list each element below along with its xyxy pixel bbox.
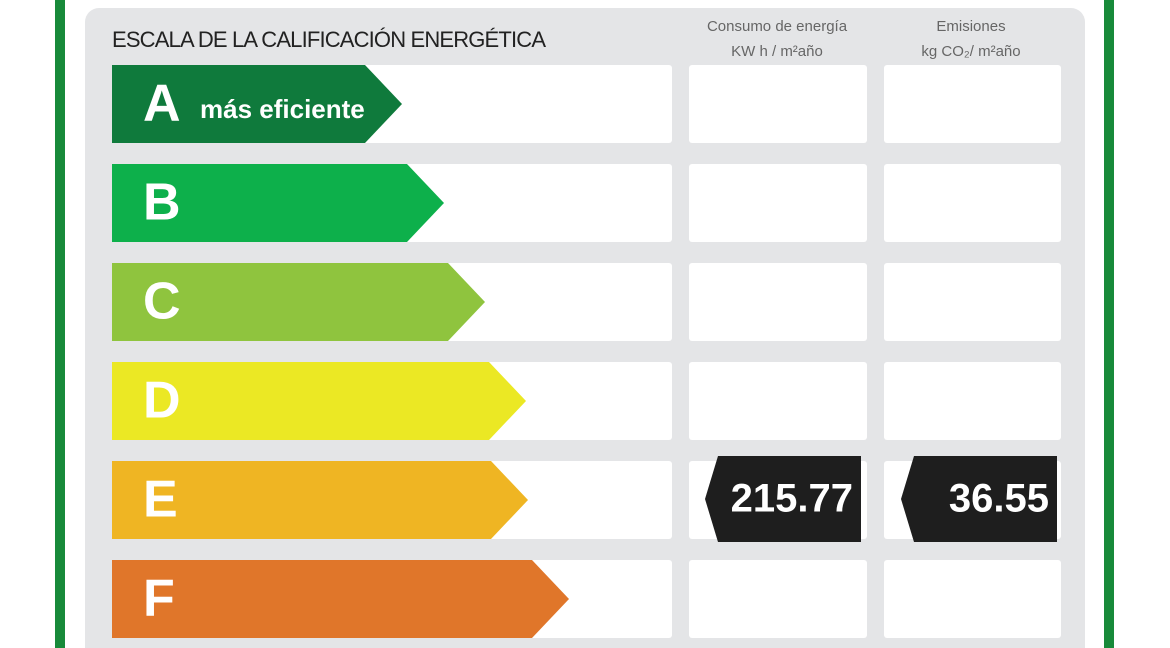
- rating-letter: C: [143, 273, 181, 331]
- rating-letter: A: [143, 75, 181, 133]
- value-badge: [705, 456, 861, 542]
- rating-letter: F: [143, 570, 175, 628]
- title: ESCALA DE LA CALIFICACIÓN ENERGÉTICA: [112, 27, 546, 52]
- rating-letter: D: [143, 372, 181, 430]
- emissions-cell: [884, 65, 1061, 143]
- column-unit: KW h / m²año: [731, 43, 823, 60]
- column-header: Consumo de energía: [707, 18, 848, 35]
- rating-label: más eficiente: [200, 94, 365, 124]
- emissions-cell: [884, 560, 1061, 638]
- rating-letter: E: [143, 471, 178, 529]
- emissions-cell: [884, 164, 1061, 242]
- border-left: [55, 0, 65, 648]
- rating-arrow: [112, 461, 528, 539]
- column-unit: kg CO₂/ m²año: [921, 43, 1020, 60]
- energy-cell: [689, 263, 867, 341]
- rating-arrow: [112, 65, 402, 143]
- value-badge: [901, 456, 1057, 542]
- value-text: 36.55: [949, 477, 1049, 521]
- column-header: Emisiones: [936, 18, 1005, 35]
- rating-arrow: [112, 164, 444, 242]
- rating-letter: B: [143, 174, 181, 232]
- rating-arrow: [112, 560, 569, 638]
- energy-cell: [689, 65, 867, 143]
- value-text: 215.77: [731, 477, 853, 521]
- energy-cell: [689, 362, 867, 440]
- emissions-cell: [884, 362, 1061, 440]
- emissions-cell: [884, 263, 1061, 341]
- energy-cell: [689, 164, 867, 242]
- rating-arrow: [112, 362, 526, 440]
- rating-arrow: [112, 263, 485, 341]
- border-right: [1104, 0, 1114, 648]
- energy-cell: [689, 560, 867, 638]
